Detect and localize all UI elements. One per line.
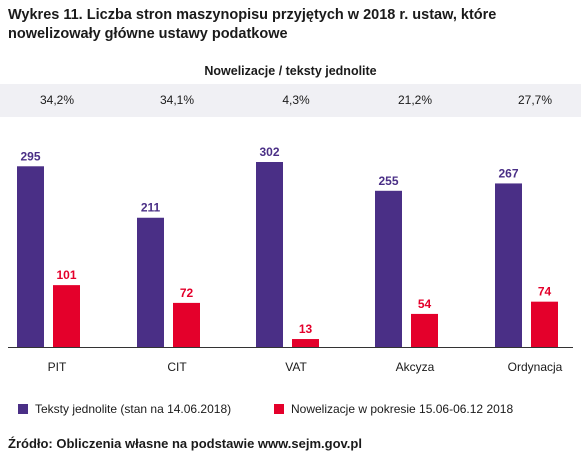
- data-label-series-1: 295: [20, 149, 40, 163]
- data-label-series-2: 74: [538, 285, 552, 299]
- bar-series-1: [256, 162, 283, 347]
- category-label: VAT: [285, 360, 307, 374]
- ratio-value: 21,2%: [397, 93, 433, 107]
- legend-swatch-series-1: [18, 404, 28, 414]
- source-note: Źródło: Obliczenia własne na podstawie w…: [8, 436, 362, 451]
- data-label-series-1: 255: [378, 174, 398, 188]
- ratio-value: 4,3%: [282, 93, 310, 107]
- bar-series-1: [495, 183, 522, 347]
- chart-title: Wykres 11. Liczba stron maszynopisu przy…: [8, 7, 497, 42]
- legend-item-series-2: Nowelizacje w pokresie 15.06-06.12 2018: [274, 402, 513, 416]
- legend-swatch-series-2: [274, 404, 284, 414]
- bar-series-2: [53, 285, 80, 347]
- legend-label-series-1: Teksty jednolite (stan na 14.06.2018): [35, 402, 232, 416]
- bar-chart: 295 101 PIT 211 72 CIT 302 13 VAT 255 54 Akcyza 267 7…: [8, 145, 573, 374]
- legend-item-series-1: Teksty jednolite (stan na 14.06.2018): [18, 402, 231, 416]
- category-label: PIT: [48, 360, 67, 374]
- data-label-series-1: 302: [259, 145, 279, 159]
- bar-series-1: [17, 166, 44, 347]
- category-label: Ordynacja: [508, 360, 563, 374]
- bar-series-2: [411, 313, 438, 347]
- legend-label-series-2: Nowelizacje w pokresie 15.06-06.12 2018: [291, 402, 514, 416]
- ratio-value: 27,7%: [517, 93, 553, 107]
- ratio-value: 34,1%: [159, 93, 195, 107]
- ratio-header: Nowelizacje / teksty jednolite: [204, 64, 377, 78]
- data-label-series-2: 54: [418, 297, 432, 311]
- bar-series-2: [531, 301, 558, 347]
- bar-series-2: [292, 339, 319, 347]
- data-label-series-2: 101: [56, 268, 76, 282]
- data-label-series-2: 72: [180, 286, 194, 300]
- category-label: Akcyza: [396, 360, 435, 374]
- data-label-series-1: 211: [141, 201, 161, 215]
- bar-series-1: [375, 190, 402, 347]
- bar-series-1: [137, 217, 164, 347]
- data-label-series-1: 267: [498, 166, 518, 180]
- legend: Teksty jednolite (stan na 14.06.2018) No…: [0, 402, 581, 420]
- category-label: CIT: [167, 360, 187, 374]
- bar-series-2: [173, 302, 200, 347]
- ratio-band: 34,2% 34,1% 4,3% 21,2% 27,7%: [0, 84, 581, 117]
- data-label-series-2: 13: [299, 322, 313, 336]
- ratio-value: 34,2%: [39, 93, 75, 107]
